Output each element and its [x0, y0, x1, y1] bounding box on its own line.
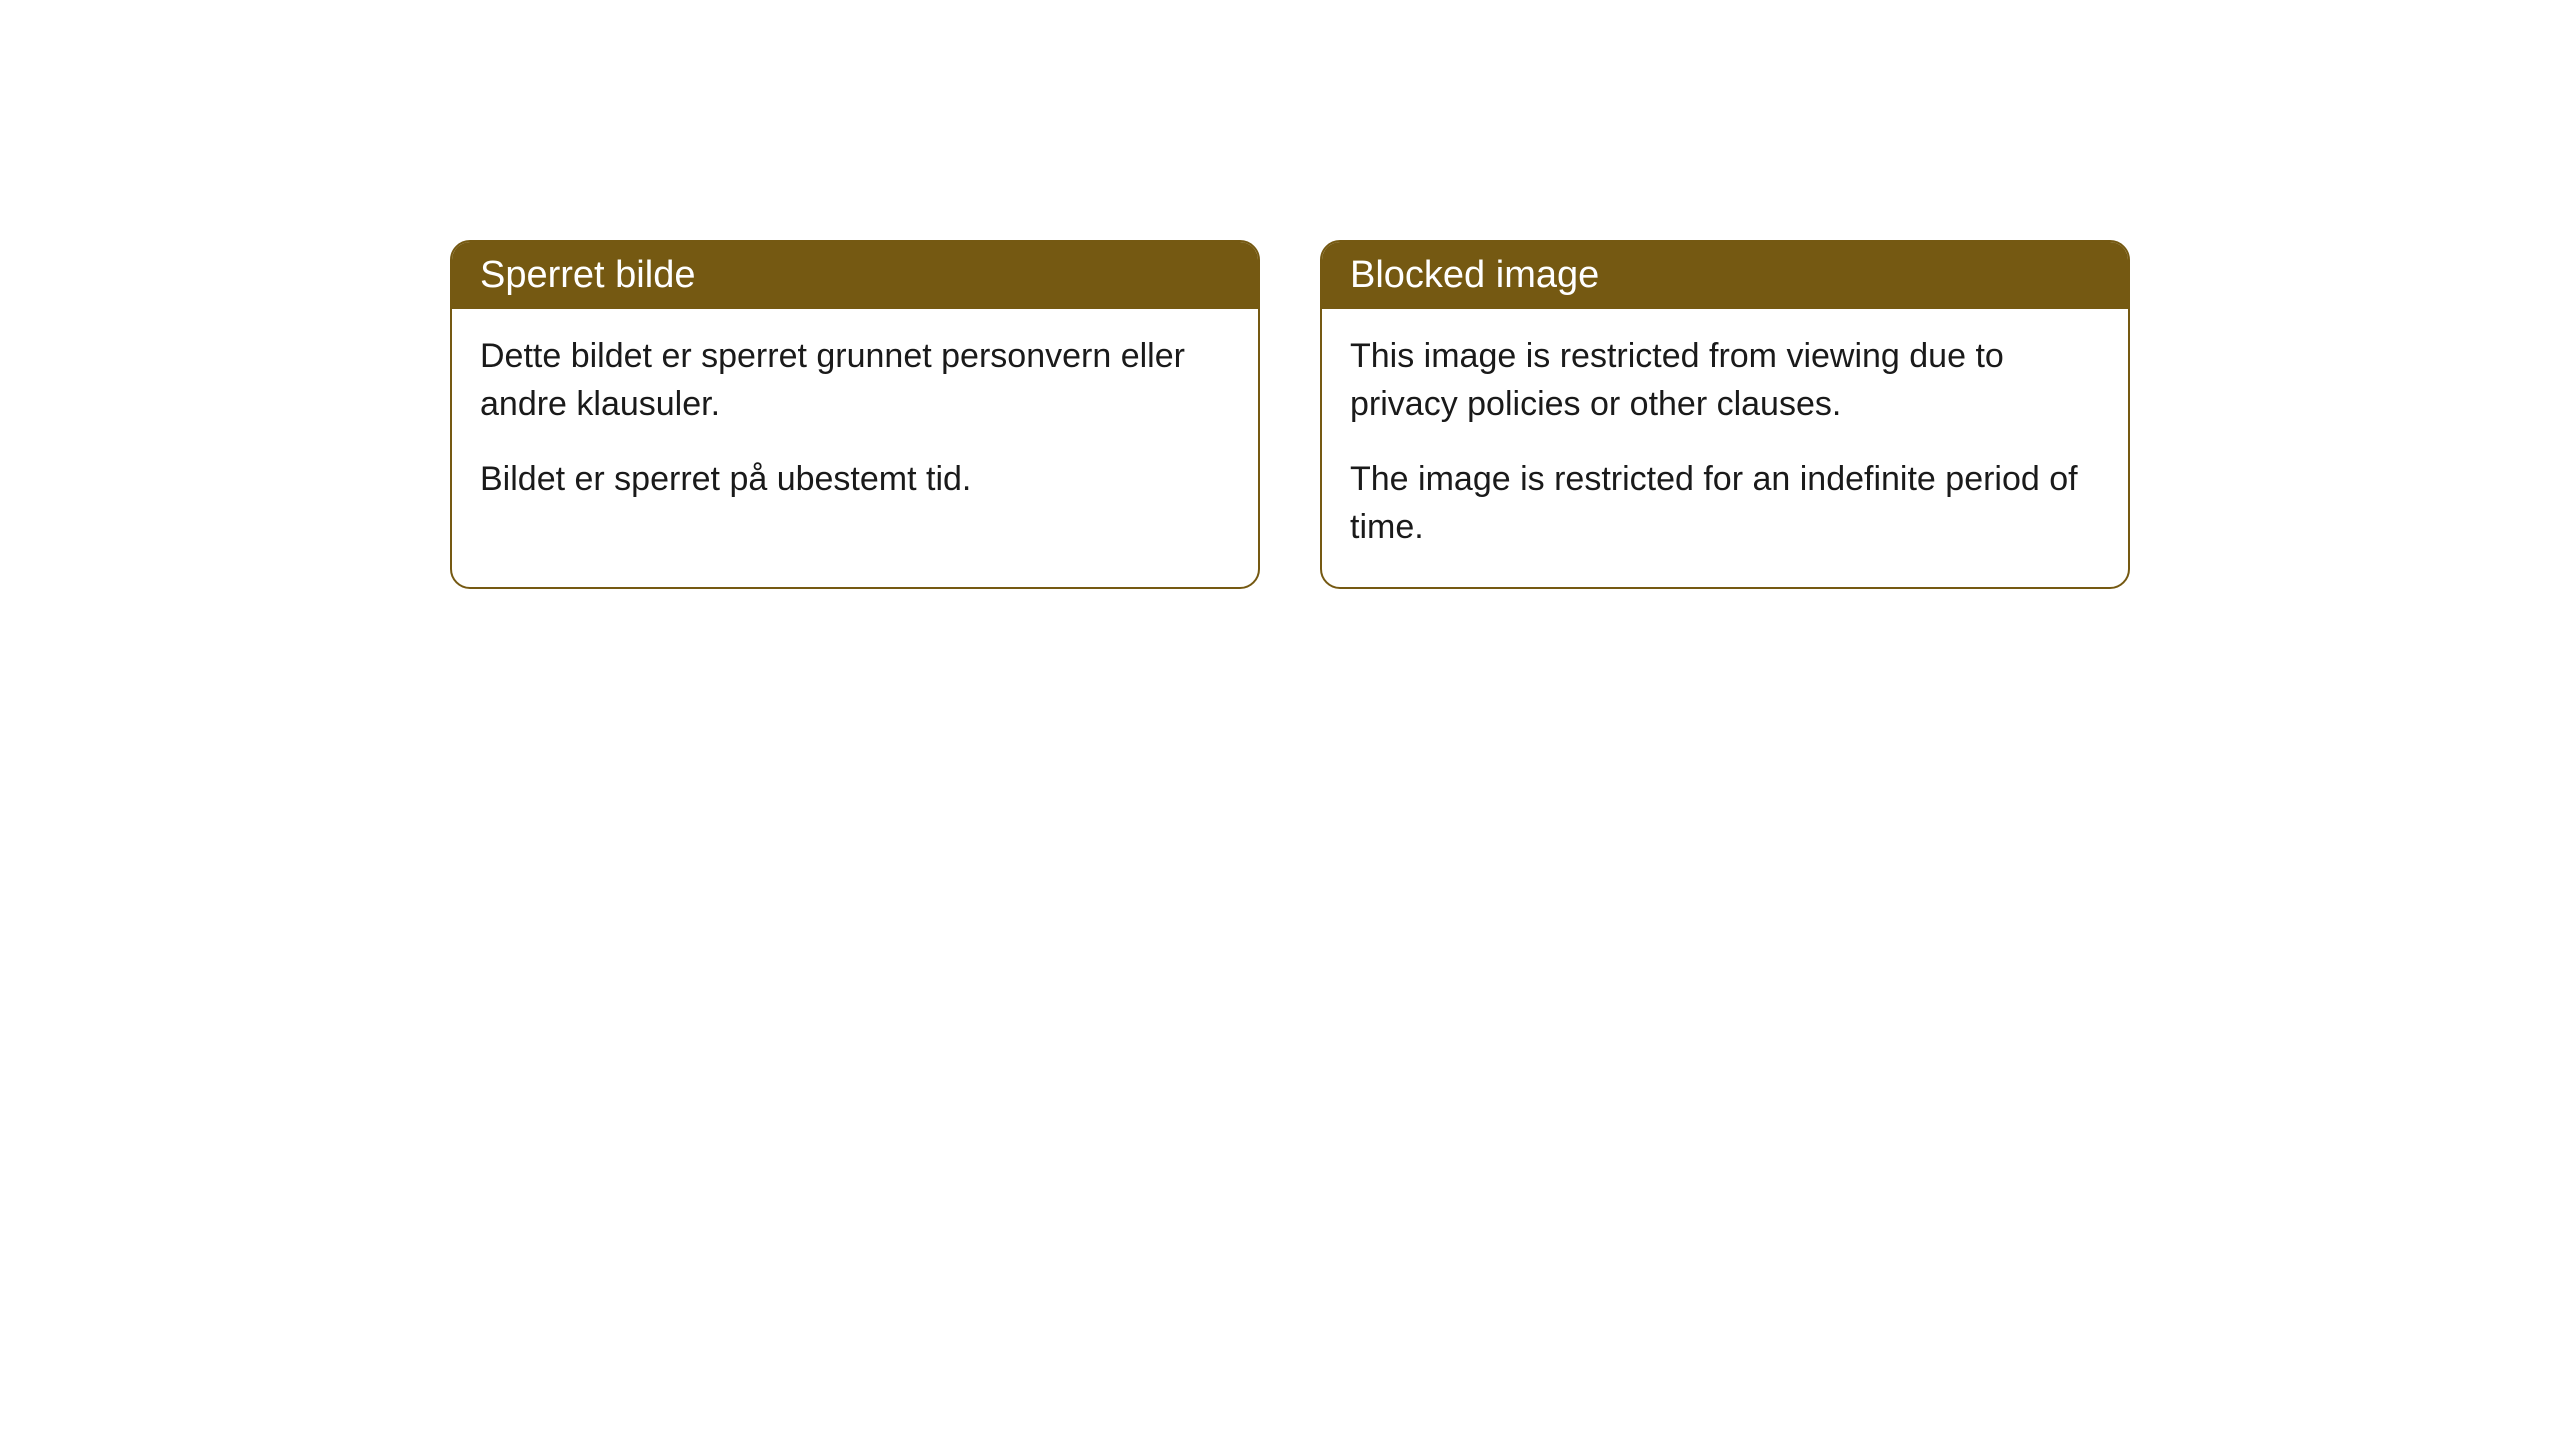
card-header-english: Blocked image [1322, 242, 2128, 309]
cards-container: Sperret bilde Dette bildet er sperret gr… [450, 240, 2130, 589]
card-paragraph-1-english: This image is restricted from viewing du… [1350, 333, 2100, 428]
card-title-norwegian: Sperret bilde [480, 254, 695, 296]
card-body-english: This image is restricted from viewing du… [1322, 309, 2128, 587]
card-english: Blocked image This image is restricted f… [1320, 240, 2130, 589]
card-header-norwegian: Sperret bilde [452, 242, 1258, 309]
card-body-norwegian: Dette bildet er sperret grunnet personve… [452, 309, 1258, 540]
card-paragraph-1-norwegian: Dette bildet er sperret grunnet personve… [480, 333, 1230, 428]
card-paragraph-2-english: The image is restricted for an indefinit… [1350, 456, 2100, 551]
card-norwegian: Sperret bilde Dette bildet er sperret gr… [450, 240, 1260, 589]
card-title-english: Blocked image [1350, 254, 1599, 296]
card-paragraph-2-norwegian: Bildet er sperret på ubestemt tid. [480, 456, 1230, 504]
